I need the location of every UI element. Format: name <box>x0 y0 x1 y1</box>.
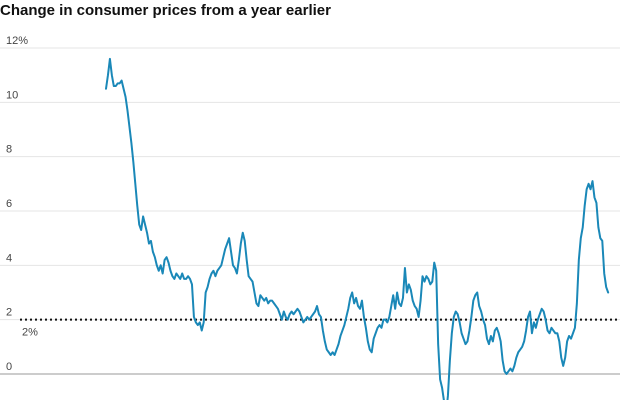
y-tick-label: 12% <box>6 35 28 47</box>
y-tick-label: 4 <box>6 252 12 264</box>
reference-line-label: 2% <box>22 327 38 339</box>
y-tick-label: 6 <box>6 198 12 210</box>
gridlines <box>0 47 620 321</box>
y-tick-label: 0 <box>6 361 12 373</box>
y-axis-ticks: 12% 10 8 6 4 2 0 <box>6 35 28 373</box>
series-layer <box>105 57 610 400</box>
series-line <box>105 57 610 400</box>
y-tick-label: 2 <box>6 307 12 319</box>
y-tick-label: 8 <box>6 144 12 156</box>
y-tick-label: 10 <box>6 89 18 101</box>
chart-title: Change in consumer prices from a year ea… <box>0 2 331 19</box>
